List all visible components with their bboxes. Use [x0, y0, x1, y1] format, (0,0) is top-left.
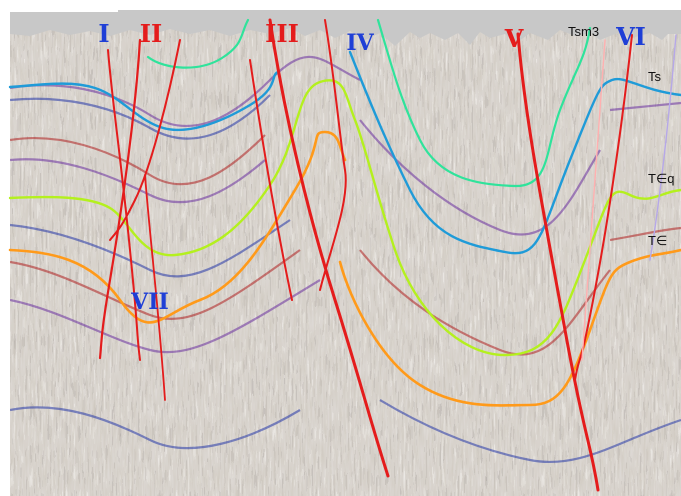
fault-i: [107, 49, 141, 361]
fault-label-vii: VII: [130, 289, 169, 315]
fault-label-vi: VI: [615, 22, 646, 51]
fault-vii: [144, 174, 166, 401]
fault-v: [516, 32, 600, 492]
horizon-tsm3-left: [146, 18, 250, 69]
fault-label-v: V: [504, 24, 524, 53]
horizon-label-tsm3: Tsm3: [568, 24, 599, 39]
horizon-tsm3-right: [376, 18, 592, 188]
top-mute-band: [10, 10, 681, 46]
horizon-label-te: T∈: [648, 233, 667, 248]
fault-label-i: I: [98, 19, 109, 48]
horizon-label-group: Tsm3 Ts T∈q T∈: [568, 24, 675, 248]
horizon-te: [8, 130, 681, 407]
fault-iii-a: [249, 59, 293, 301]
top-left-notch: [0, 0, 118, 12]
fault-label-iv: IV: [346, 30, 374, 56]
horizon-teq: [8, 79, 681, 357]
fault-iii-main: [268, 18, 390, 478]
fault-label-group: I II III IV V VI VII: [98, 19, 646, 315]
fault-vi-lavender: [649, 34, 677, 261]
fault-ii-b: [109, 39, 181, 241]
reflector-bands: [10, 55, 681, 464]
fault-ii-a: [98, 38, 142, 360]
faults: [98, 18, 677, 492]
horizon-label-teq: T∈q: [648, 171, 675, 186]
fault-label-iii: III: [265, 19, 299, 48]
fault-vi-pink: [581, 39, 606, 361]
fault-iv: [319, 19, 347, 291]
fault-vi-a: [574, 34, 633, 381]
fault-label-ii: II: [140, 19, 162, 48]
horizon-label-ts: Ts: [648, 69, 662, 84]
